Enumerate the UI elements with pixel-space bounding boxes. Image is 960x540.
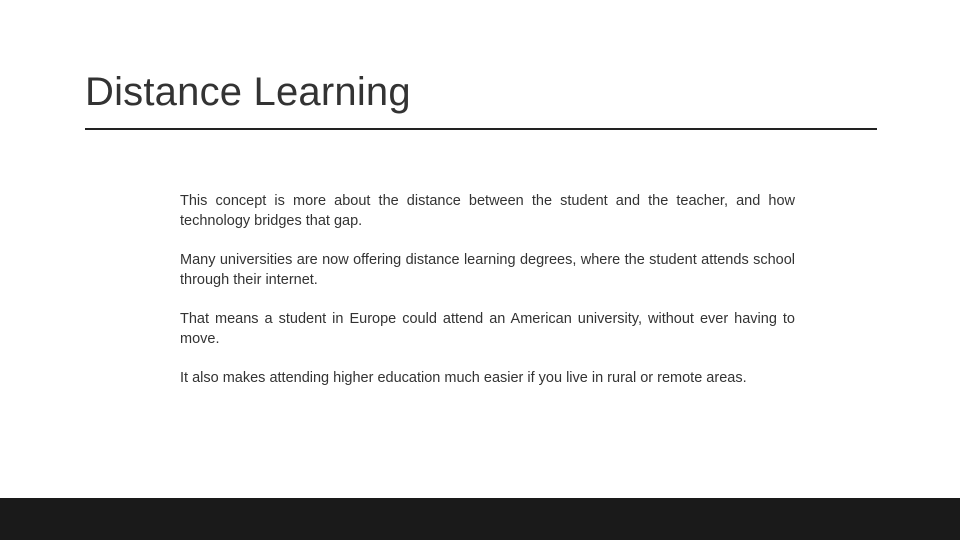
body-paragraph: That means a student in Europe could att… (180, 310, 795, 349)
body-paragraph: This concept is more about the distance … (180, 192, 795, 231)
slide-body: This concept is more about the distance … (180, 192, 795, 389)
title-underline (85, 128, 877, 130)
body-paragraph: Many universities are now offering dista… (180, 251, 795, 290)
footer-bar (0, 498, 960, 540)
slide: Distance Learning This concept is more a… (0, 0, 960, 540)
slide-title: Distance Learning (85, 70, 411, 115)
body-paragraph: It also makes attending higher education… (180, 369, 795, 389)
